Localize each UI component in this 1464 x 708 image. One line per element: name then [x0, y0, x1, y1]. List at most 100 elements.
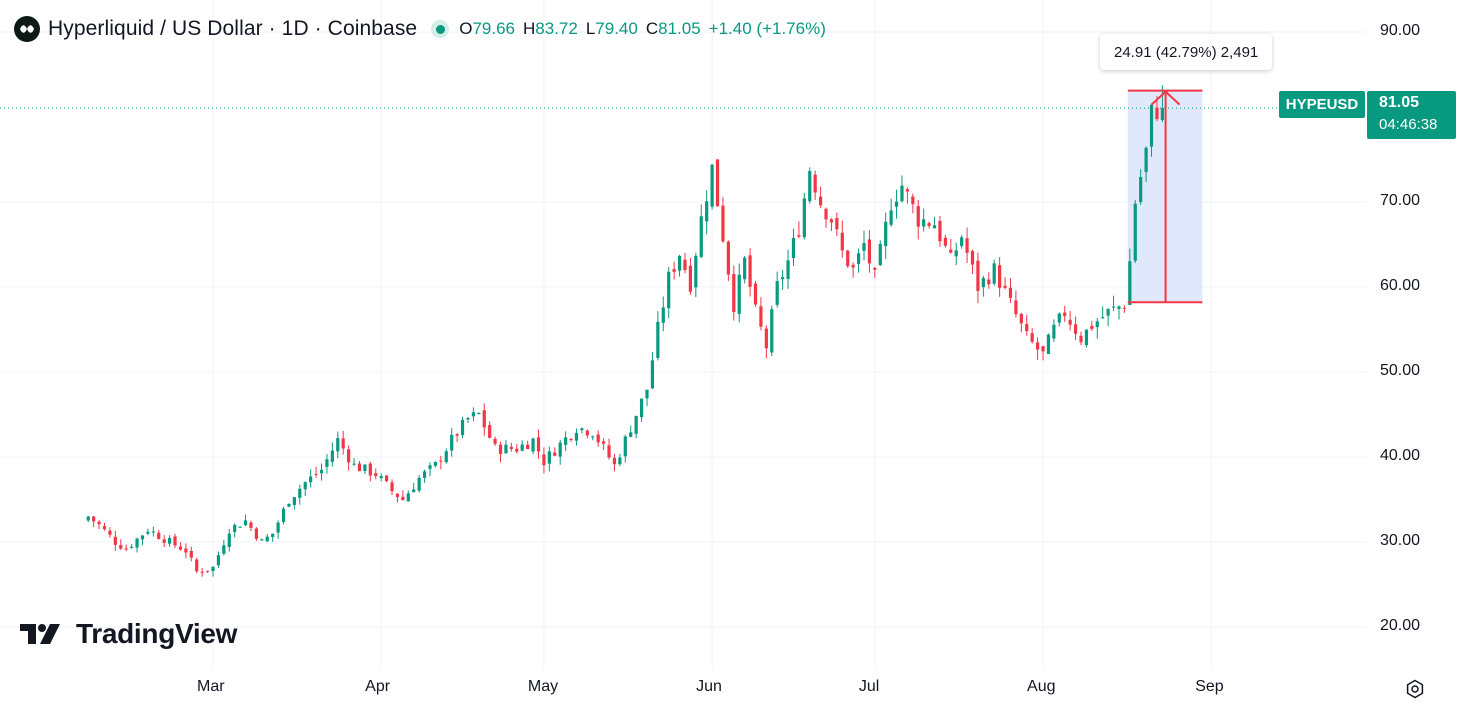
bar-countdown: 04:46:38: [1379, 116, 1438, 133]
candle-body: [303, 482, 307, 490]
candle-body: [710, 164, 714, 207]
candle-body: [450, 434, 454, 451]
candle-body: [786, 260, 790, 279]
candle-body: [146, 531, 150, 534]
candle-body: [905, 189, 909, 192]
candle-body: [574, 432, 579, 441]
candle-body: [683, 259, 687, 271]
candle-body: [276, 522, 280, 533]
candle-body: [1149, 104, 1154, 147]
candle-body: [677, 255, 682, 271]
candle-body: [900, 185, 904, 202]
candle-body: [943, 237, 947, 246]
candle-body: [531, 438, 535, 452]
candle-body: [157, 532, 161, 539]
candle-body: [390, 482, 394, 492]
candle-body: [471, 412, 475, 417]
candle-body: [1046, 334, 1051, 354]
high-label: H: [523, 19, 536, 38]
candle-body: [911, 196, 915, 205]
candle-body: [840, 232, 844, 251]
candle-body: [1139, 177, 1143, 203]
candle-body: [938, 220, 942, 242]
candle-body: [281, 508, 286, 522]
candle-body: [813, 174, 817, 193]
candle-body: [86, 516, 90, 521]
candle-body: [482, 410, 486, 428]
candle-body: [998, 265, 1002, 288]
candle-body: [927, 223, 931, 227]
candle-body: [493, 438, 497, 444]
y-tick-label: 70.00: [1380, 192, 1421, 209]
candle-body: [829, 219, 834, 223]
candle-body: [233, 524, 237, 532]
x-tick-label: Jun: [696, 678, 722, 695]
candle-body: [216, 555, 221, 566]
candle-body: [477, 413, 481, 415]
symbol-title[interactable]: Hyperliquid / US Dollar · 1D · Coinbase: [48, 17, 418, 40]
candle-body: [808, 171, 812, 202]
candle-body: [623, 436, 627, 457]
candle-body: [753, 283, 758, 305]
candle-body: [846, 250, 850, 267]
candle-body: [292, 497, 296, 505]
x-tick-label: Sep: [1195, 678, 1224, 695]
tradingview-watermark: TradingView: [20, 618, 237, 650]
candle-body: [1008, 287, 1013, 298]
close-label: C: [645, 19, 659, 38]
low-value: 79.40: [595, 19, 638, 38]
measure-tooltip: 24.91 (42.79%) 2,491: [1100, 34, 1273, 70]
candle-body: [954, 250, 958, 257]
open-label: O: [459, 19, 473, 38]
x-tick-label: Aug: [1027, 678, 1056, 695]
candle-body: [124, 548, 128, 550]
candle-body: [894, 201, 899, 207]
candle-body: [851, 264, 855, 268]
measure-tool[interactable]: [1127, 89, 1203, 304]
tradingview-wordmark: TradingView: [76, 618, 238, 649]
candle-body: [195, 559, 199, 572]
settings-gear-icon[interactable]: [1404, 678, 1426, 700]
candle-body: [987, 279, 991, 285]
candle-body: [162, 539, 166, 543]
candle-body: [406, 493, 410, 502]
candle-body: [102, 526, 107, 530]
candle-body: [667, 271, 671, 309]
candle-body: [444, 451, 448, 463]
candle-body: [1090, 325, 1094, 330]
candle-body: [417, 477, 421, 491]
candle-body: [889, 210, 893, 225]
candle-body: [639, 398, 644, 418]
candle-body: [135, 538, 139, 548]
candle-body: [227, 533, 231, 547]
candle-body: [602, 441, 606, 444]
candle-body: [1041, 346, 1045, 352]
candle-body: [569, 439, 573, 441]
candle-body: [922, 219, 926, 227]
candle-body: [732, 273, 736, 313]
candle-body: [341, 438, 345, 449]
candle-body: [553, 452, 557, 456]
candle-body: [824, 208, 828, 220]
candle-body: [775, 281, 779, 305]
y-tick-label: 90.00: [1380, 22, 1421, 39]
candle-body: [992, 263, 996, 284]
x-tick-label: Jul: [858, 678, 880, 695]
candle-body: [688, 265, 692, 292]
candle-body: [249, 522, 253, 528]
candle-body: [1036, 342, 1040, 350]
candle-body: [634, 415, 638, 434]
candle-body: [113, 536, 117, 545]
market-open-dot-icon: [431, 20, 450, 38]
candle-body: [1052, 324, 1056, 339]
candle-body: [705, 201, 709, 222]
candle-body: [596, 434, 600, 443]
candle-body: [336, 438, 340, 452]
candle-body: [661, 307, 665, 323]
symbol-price-tag: HYPEUSD: [1279, 91, 1365, 118]
candle-body: [108, 530, 112, 535]
candle-body: [412, 489, 416, 493]
candle-body: [1079, 335, 1083, 343]
candle-body: [357, 463, 362, 472]
